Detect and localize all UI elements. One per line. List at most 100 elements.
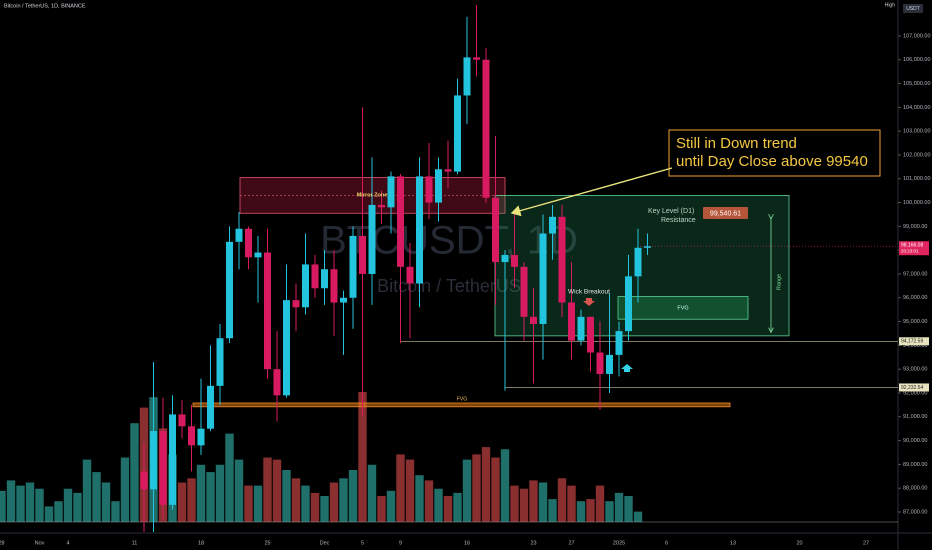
candle-body (425, 176, 433, 203)
candle-body (568, 302, 575, 341)
volume-bar (35, 488, 44, 522)
volume-bar (120, 457, 130, 522)
volume-bar (301, 485, 310, 522)
volume-bar (576, 501, 586, 522)
volume-bar (367, 464, 377, 522)
candle-body (197, 428, 205, 446)
volume-bar (291, 478, 301, 522)
key-level-title: Key Level (D1) (648, 208, 694, 215)
candle-body (254, 252, 262, 258)
y-tick-label: 102,000.00 (903, 152, 931, 158)
x-tick-label: 5 (361, 540, 364, 546)
volume-bar (567, 485, 576, 522)
volume-bar (225, 433, 234, 522)
candle-body (406, 266, 414, 284)
volume-bar (481, 447, 491, 522)
y-tick-label: 100,000.00 (903, 200, 931, 206)
candle-body (245, 228, 252, 258)
candle-body (235, 228, 243, 242)
volume-bar (282, 470, 291, 522)
volume-bar (586, 499, 595, 522)
volume-bar (0, 490, 6, 522)
candle-body (397, 176, 404, 267)
volume-bar (101, 482, 111, 522)
candle-body (359, 235, 366, 274)
volume-bar (348, 470, 358, 522)
candle-body (473, 57, 480, 60)
x-tick-label: 6 (665, 540, 668, 546)
candle-body (226, 241, 233, 339)
volume-bar (624, 496, 633, 522)
x-tick-label: 2025 (613, 540, 625, 546)
volume-bar (339, 478, 348, 522)
candle-body (169, 414, 176, 505)
candle-body (292, 300, 300, 308)
x-tick-label: Nov (35, 540, 45, 546)
level-badge (899, 337, 929, 346)
x-tick-label: 27 (568, 540, 574, 546)
candle-body (302, 264, 309, 308)
candle-body (159, 431, 167, 505)
candle-body (387, 176, 395, 208)
y-tick-label: 104,000.00 (903, 105, 931, 111)
candle-body (150, 431, 157, 490)
candle-body (416, 176, 423, 284)
scale-mode: High (885, 2, 896, 8)
currency: USDT (906, 6, 920, 12)
candle-body (558, 216, 566, 303)
callout-box (668, 129, 881, 177)
x-tick-label: 11 (132, 540, 138, 546)
fvg-band-label: FVG (457, 396, 467, 402)
callout-text: until Day Close above 99540 (676, 153, 868, 170)
candle-body (368, 204, 376, 274)
candle-body (444, 169, 452, 172)
candle-body (520, 266, 528, 317)
volume-bar (538, 482, 548, 522)
volume-bar (491, 457, 500, 522)
volume-bar (462, 459, 472, 522)
volume-bar (614, 492, 624, 522)
currency-box (903, 4, 923, 13)
candle-body (615, 331, 623, 355)
candle-body (644, 246, 651, 248)
y-tick-label: 105,000.00 (903, 81, 931, 87)
candle-body (207, 385, 214, 429)
candle-body (140, 471, 148, 490)
callout-text: Still in Down trend (676, 135, 797, 152)
range-label: Range (776, 274, 782, 290)
y-tick-label: 101,000.00 (903, 176, 931, 182)
volume-bar (434, 488, 443, 522)
key-level-subtitle: Resistance (661, 217, 696, 224)
candle-body (606, 354, 613, 374)
y-tick-label: 95,000.00 (903, 319, 927, 325)
candle-body (454, 95, 461, 172)
fvg-box-label: FVG (677, 305, 688, 311)
y-tick-label: 96,000.00 (903, 295, 927, 301)
candle-body (625, 276, 632, 332)
candle-body (188, 426, 195, 446)
key-level-label: 99,540.61 (710, 210, 741, 217)
volume-bar (310, 492, 320, 522)
candle-body (501, 254, 509, 263)
volume-bar (453, 492, 462, 522)
x-tick-label: 18 (198, 540, 204, 546)
x-tick-label: Dec (320, 540, 330, 546)
candle-body (492, 197, 499, 263)
volume-bar (386, 490, 396, 522)
volume-bar (377, 496, 386, 522)
y-tick-label: 87,000.00 (903, 509, 927, 515)
candle-body (511, 254, 518, 267)
volume-bar (63, 488, 73, 522)
volume-bar (633, 511, 643, 522)
y-tick-label: 91,000.00 (903, 414, 927, 420)
volume-bar (329, 482, 339, 522)
y-tick-label: 97,000.00 (903, 271, 927, 277)
x-tick-label: 16 (464, 540, 470, 546)
y-tick-label: 89,000.00 (903, 462, 927, 468)
volume-bar (44, 506, 54, 522)
x-tick-label: 25 (264, 540, 270, 546)
candle-body (349, 235, 357, 298)
volume-bar (16, 485, 25, 522)
